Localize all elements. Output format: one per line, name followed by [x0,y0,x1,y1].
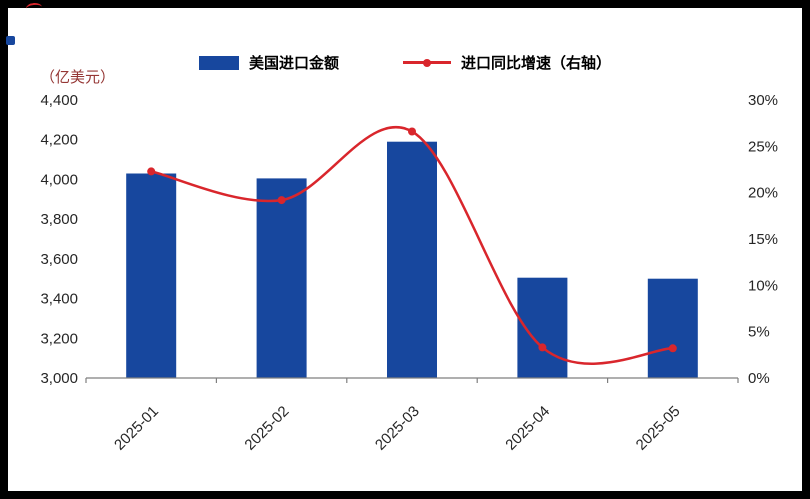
legend-label-imports: 美国进口金额 [248,55,339,72]
combo-chart-svg: 4,400 4,200 4,000 3,800 3,600 3,400 3,200 3,000… [40,92,778,454]
x-axis-label-2025-02: 2025-02 [241,403,292,454]
left-axis-tick-label: 4,400 [40,92,78,109]
left-axis-tick-label: 3,400 [40,291,78,308]
bar-2025-01 [126,173,177,378]
line-marker-2025-01 [147,167,156,176]
legend-line-swatch [403,59,451,67]
left-axis-tick-label: 3,600 [40,251,78,268]
line-marker-2025-05 [668,344,677,353]
x-axis-label-2025-04: 2025-04 [502,403,553,454]
right-axis-tick-label: 25% [748,138,778,155]
left-axis-tick-label: 4,200 [40,132,78,149]
left-axis-tick-label: 3,200 [40,330,78,347]
right-axis-tick-label: 30% [748,92,778,109]
line-marker-2025-02 [277,196,286,205]
bar-2025-02 [256,178,307,378]
left-axis-tick-label: 3,000 [40,370,78,387]
right-axis-tick-label: 0% [748,370,770,387]
chart-canvas: （亿美元） 美国进口金额 进口同比增速（右轴） 4,400 4,200 4,000 3… [8,8,802,491]
right-axis-tick-label: 10% [748,277,778,294]
right-axis-tick-label: 5% [748,324,770,341]
legend-bar-swatch [198,55,239,70]
left-axis-tick-label: 3,800 [40,211,78,228]
x-axis-label-2025-01: 2025-01 [111,403,162,454]
bar-2025-05 [647,278,698,378]
left-axis-tick-label: 4,000 [40,171,78,188]
bar-2025-03 [387,141,437,378]
legend-line-dot [423,59,431,67]
growth-line [150,125,673,365]
left-axis-unit-label: （亿美元） [40,69,116,86]
x-axis-label-2025-03: 2025-03 [372,403,423,454]
right-axis-tick-label: 15% [748,231,778,248]
legend-item-growth: 进口同比增速（右轴） [403,52,611,73]
chart-legend: 美国进口金额 进口同比增速（右轴） [8,52,802,73]
legend-label-growth: 进口同比增速（右轴） [461,55,612,72]
x-axis-label-2025-05: 2025-05 [633,403,684,454]
line-marker-2025-03 [408,127,416,136]
artifact-blue-dot [6,36,15,45]
right-axis-tick-label: 20% [748,185,778,202]
legend-item-imports: 美国进口金额 [198,52,339,73]
line-marker-2025-04 [538,343,547,352]
